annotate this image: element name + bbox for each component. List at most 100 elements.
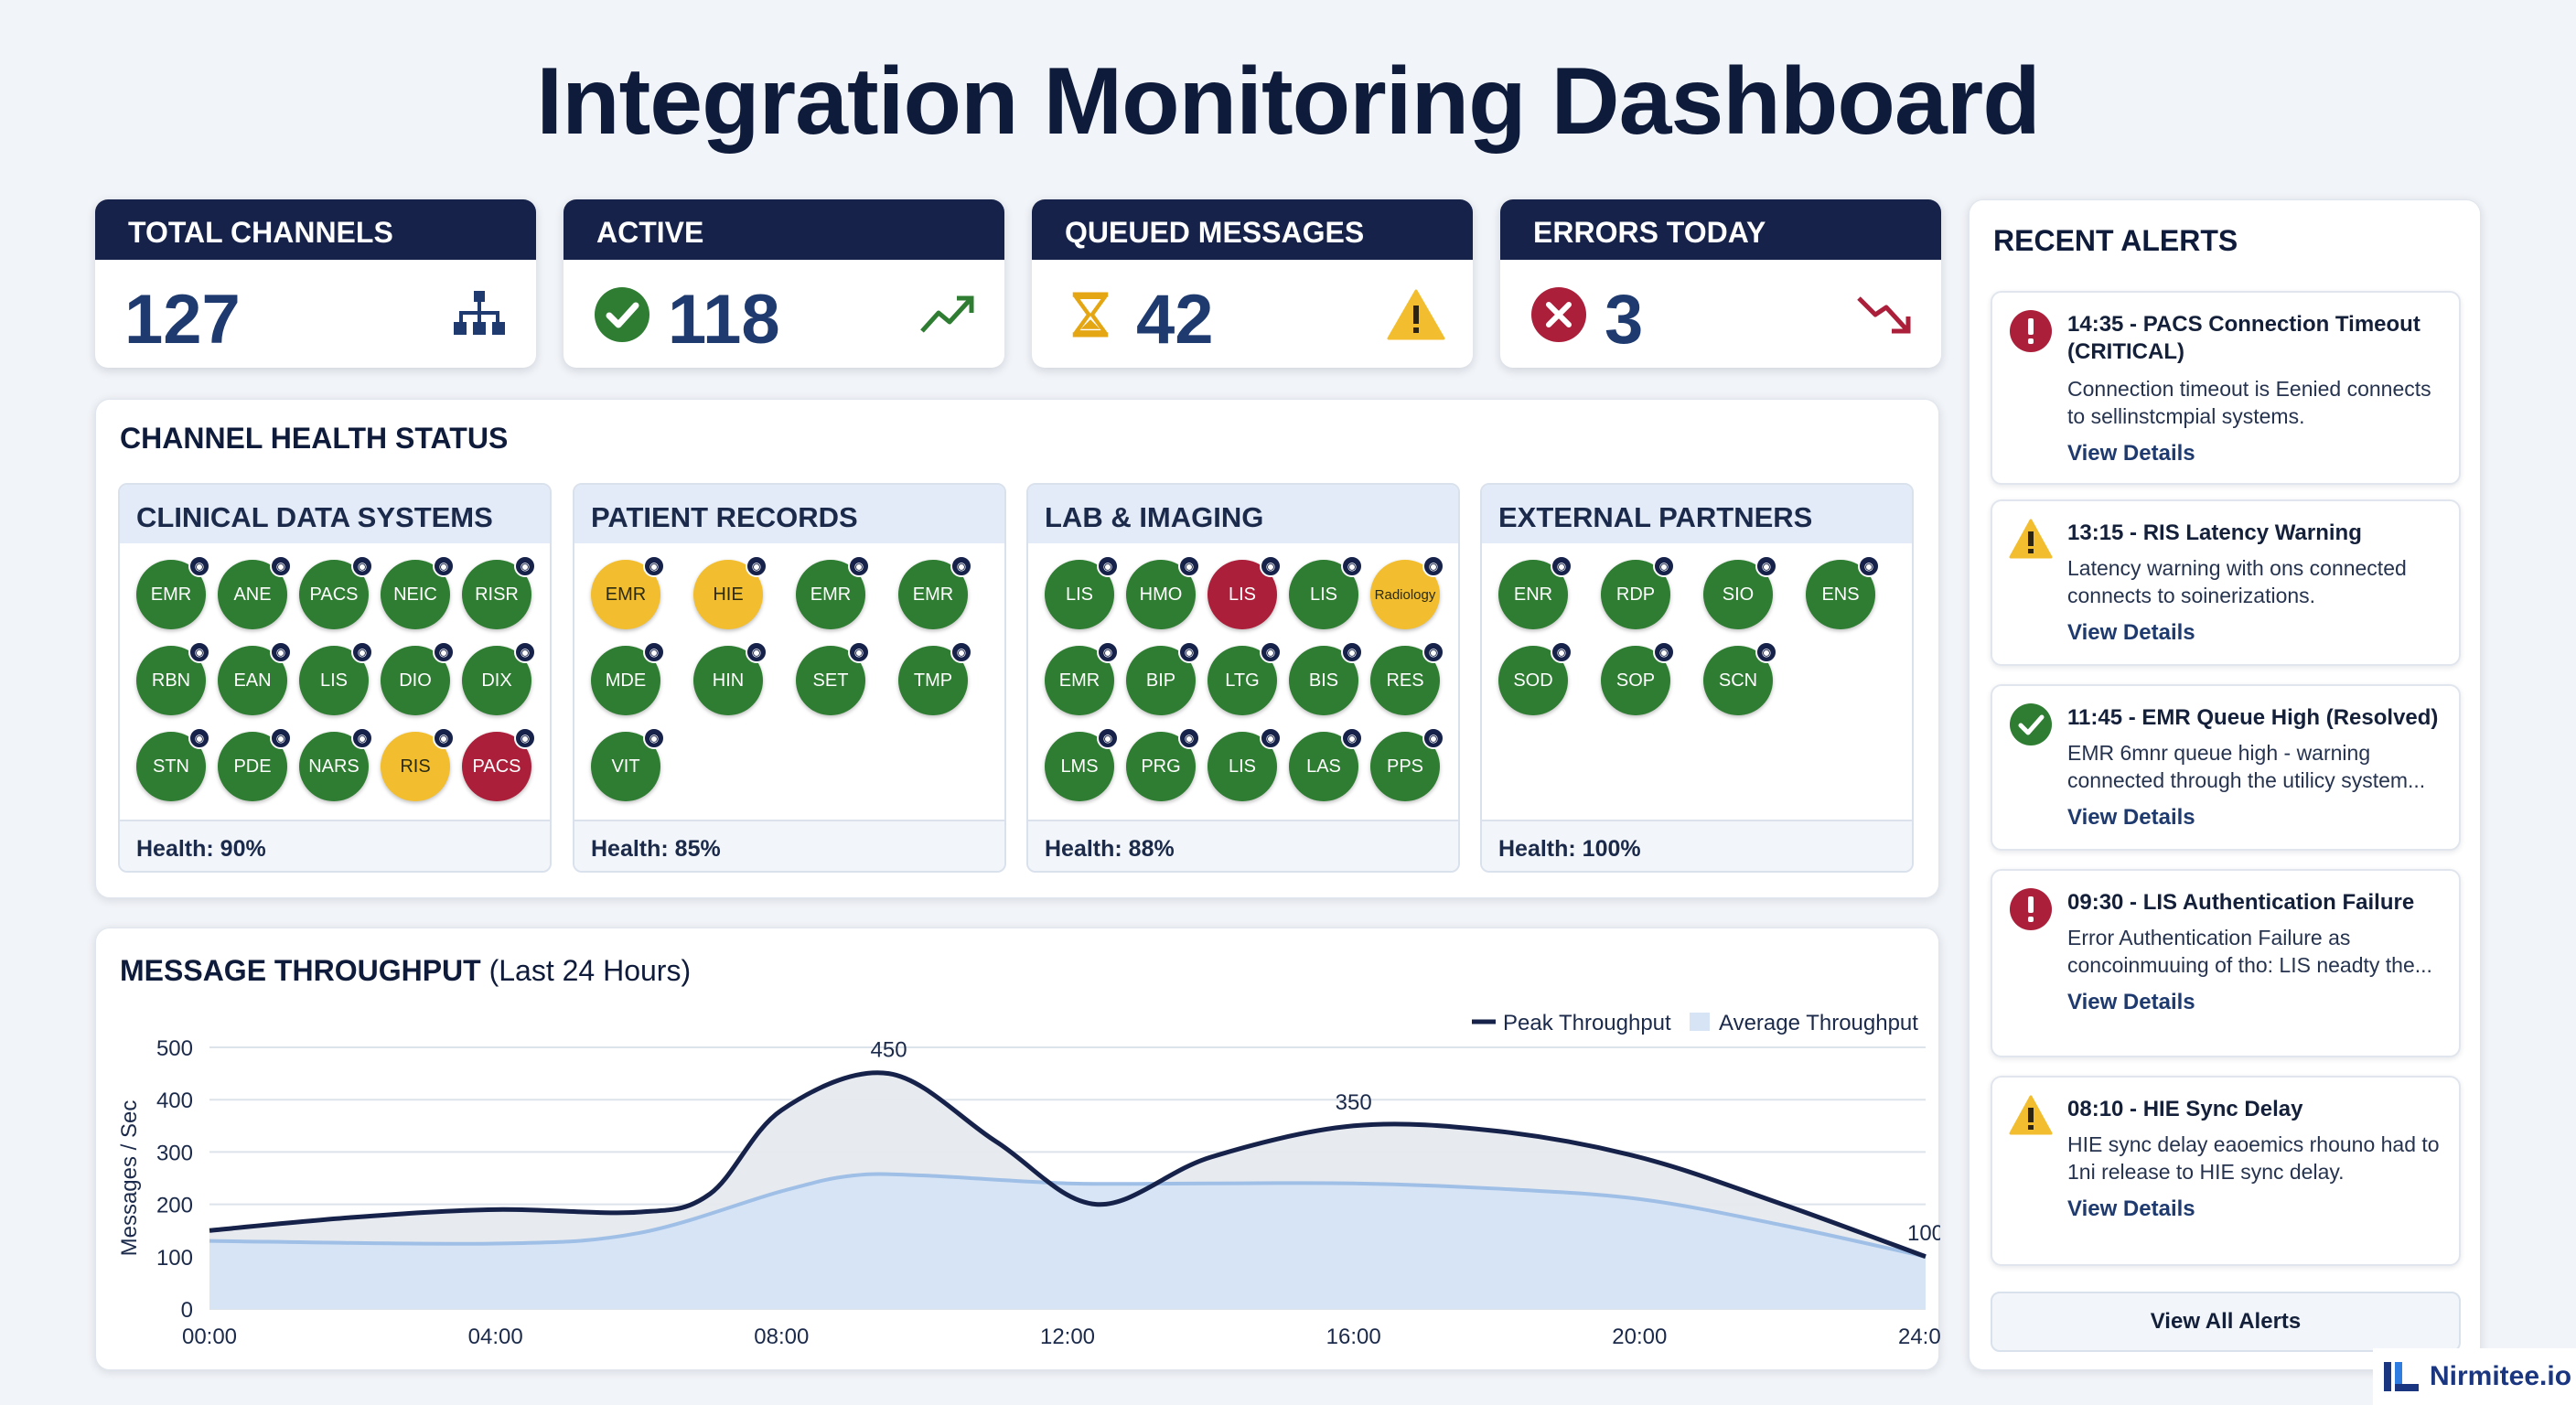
- health-group-lab-imaging[interactable]: LAB & IMAGING LIS ◉ HMO ◉ LIS ◉ LIS ◉ Radiology ◉…: [1026, 483, 1460, 873]
- brand-logo: Nirmitee.io: [2373, 1348, 2576, 1405]
- channel-node[interactable]: HMO ◉: [1126, 555, 1200, 629]
- channel-node[interactable]: STN ◉: [136, 727, 210, 801]
- channel-node[interactable]: RDP ◉: [1601, 555, 1675, 629]
- channel-node[interactable]: ANE ◉: [218, 555, 292, 629]
- channel-node[interactable]: Radiology ◉: [1370, 555, 1444, 629]
- channel-node[interactable]: SET ◉: [796, 641, 870, 715]
- channel-node-label: ENS: [1821, 584, 1860, 605]
- kpi-value: 42: [1136, 281, 1214, 359]
- kpi-queued-messages[interactable]: QUEUED MESSAGES 42: [1032, 199, 1473, 368]
- channel-node-label: HMO: [1139, 584, 1183, 605]
- alert-text: EMR 6mnr queue high - warning connected …: [2067, 741, 2426, 792]
- channel-node[interactable]: SOP ◉: [1601, 641, 1675, 715]
- x-tick-label: 24:00: [1898, 1325, 1940, 1349]
- trend-up-icon: [920, 295, 974, 333]
- channel-node[interactable]: SIO ◉: [1703, 555, 1777, 629]
- view-details-link[interactable]: View Details: [2067, 441, 2195, 466]
- lock-icon: ◉: [1551, 555, 1572, 577]
- channel-node[interactable]: EMR ◉: [136, 555, 210, 629]
- alert-warning-icon: [2009, 519, 2053, 559]
- health-group-patient-records[interactable]: PATIENT RECORDS EMR ◉ HIE ◉ EMR ◉ EMR ◉ MDE ◉ HIN ◉…: [573, 483, 1006, 873]
- channel-node[interactable]: HIN ◉: [693, 641, 767, 715]
- channel-node-label: SOD: [1513, 670, 1553, 691]
- channel-node[interactable]: LIS ◉: [299, 641, 373, 715]
- channel-node[interactable]: SCN ◉: [1703, 641, 1777, 715]
- alert-card[interactable]: 08:10 - HIE Sync Delay HIE sync delay eao…: [1991, 1076, 2461, 1266]
- channel-node[interactable]: SOD ◉: [1498, 641, 1572, 715]
- channel-node[interactable]: EMR ◉: [796, 555, 870, 629]
- lock-icon: ◉: [1260, 555, 1282, 577]
- check-circle-icon: [595, 287, 649, 342]
- channel-node[interactable]: TMP ◉: [898, 641, 972, 715]
- channel-node[interactable]: BIS ◉: [1289, 641, 1363, 715]
- y-tick-label: 400: [156, 1089, 193, 1113]
- channel-node[interactable]: PACS ◉: [299, 555, 373, 629]
- channel-node[interactable]: LIS ◉: [1289, 555, 1363, 629]
- channel-node[interactable]: PPS ◉: [1370, 727, 1444, 801]
- alert-card[interactable]: 09:30 - LIS Authentication Failure Error …: [1991, 869, 2461, 1057]
- channel-node[interactable]: LIS ◉: [1208, 727, 1282, 801]
- channel-node[interactable]: DIO ◉: [381, 641, 455, 715]
- lock-icon: ◉: [351, 641, 373, 663]
- channel-node-label: NEIC: [393, 584, 437, 605]
- alert-title: 14:35 - PACS Connection Timeout (CRITICA…: [2067, 312, 2420, 364]
- lock-icon: ◉: [950, 555, 972, 577]
- channel-node[interactable]: BIP ◉: [1126, 641, 1200, 715]
- kpi-errors-today[interactable]: ERRORS TODAY 3: [1500, 199, 1941, 368]
- view-details-link[interactable]: View Details: [2067, 805, 2195, 830]
- alert-title: 09:30 - LIS Authentication Failure: [2067, 890, 2415, 915]
- view-details-link[interactable]: View Details: [2067, 990, 2195, 1014]
- view-all-alerts-button[interactable]: View All Alerts: [1991, 1292, 2461, 1352]
- kpi-active[interactable]: ACTIVE 118: [564, 199, 1004, 368]
- channel-node-label: PPS: [1386, 756, 1424, 777]
- channel-node-label: ANE: [233, 584, 272, 605]
- data-label: 350: [1336, 1090, 1372, 1115]
- alert-card[interactable]: 14:35 - PACS Connection Timeout (CRITICA…: [1991, 291, 2461, 485]
- channel-node[interactable]: RES ◉: [1370, 641, 1444, 715]
- lock-icon: ◉: [1422, 555, 1444, 577]
- channel-node[interactable]: DIX ◉: [462, 641, 536, 715]
- alert-card[interactable]: 13:15 - RIS Latency Warning Latency warni…: [1991, 499, 2461, 666]
- x-tick-label: 12:00: [1040, 1325, 1095, 1349]
- peak-line: [209, 1070, 1927, 1260]
- channel-node[interactable]: LTG ◉: [1208, 641, 1282, 715]
- channel-node[interactable]: LIS ◉: [1045, 555, 1119, 629]
- channel-node[interactable]: RBN ◉: [136, 641, 210, 715]
- health-group-external-partners[interactable]: EXTERNAL PARTNERS ENR ◉ RDP ◉ SIO ◉ ENS ◉ SOD ◉ SO…: [1480, 483, 1914, 873]
- lock-icon: ◉: [1097, 555, 1119, 577]
- channel-node[interactable]: EMR ◉: [591, 555, 665, 629]
- brand-name: Nirmitee.io: [2430, 1361, 2572, 1391]
- view-details-link[interactable]: View Details: [2067, 1196, 2195, 1221]
- channel-node[interactable]: EAN ◉: [218, 641, 292, 715]
- legend-peak-label: Peak Throughput: [1503, 1011, 1671, 1035]
- lock-icon: ◉: [514, 555, 536, 577]
- channel-node-label: PACS: [472, 756, 521, 777]
- channel-node[interactable]: ENR ◉: [1498, 555, 1572, 629]
- channel-node[interactable]: EMR ◉: [1045, 641, 1119, 715]
- channel-node[interactable]: PRG ◉: [1126, 727, 1200, 801]
- channel-node[interactable]: MDE ◉: [591, 641, 665, 715]
- channel-node[interactable]: EMR ◉: [898, 555, 972, 629]
- channel-node[interactable]: PDE ◉: [218, 727, 292, 801]
- y-axis-label: Messages / Sec: [117, 1100, 142, 1257]
- x-tick-label: 04:00: [468, 1325, 523, 1349]
- channel-node[interactable]: RISR ◉: [462, 555, 536, 629]
- kpi-value: 127: [124, 281, 241, 359]
- lock-icon: ◉: [746, 555, 767, 577]
- group-title: EXTERNAL PARTNERS: [1482, 485, 1912, 543]
- alert-card[interactable]: 11:45 - EMR Queue High (Resolved) EMR 6mn…: [1991, 684, 2461, 851]
- view-details-link[interactable]: View Details: [2067, 620, 2195, 645]
- channel-node[interactable]: HIE ◉: [693, 555, 767, 629]
- kpi-total-channels[interactable]: TOTAL CHANNELS 127: [95, 199, 536, 368]
- channel-node[interactable]: NEIC ◉: [381, 555, 455, 629]
- health-group-clinical[interactable]: CLINICAL DATA SYSTEMS EMR ◉ ANE ◉ PACS ◉ NEIC ◉…: [118, 483, 552, 873]
- channel-node[interactable]: PACS ◉: [462, 727, 536, 801]
- channel-node[interactable]: ENS ◉: [1806, 555, 1880, 629]
- channel-node[interactable]: LMS ◉: [1045, 727, 1119, 801]
- channel-node[interactable]: RIS ◉: [381, 727, 455, 801]
- lock-icon: ◉: [514, 727, 536, 749]
- channel-node[interactable]: NARS ◉: [299, 727, 373, 801]
- channel-node[interactable]: LIS ◉: [1208, 555, 1282, 629]
- channel-node[interactable]: VIT ◉: [591, 727, 665, 801]
- channel-node[interactable]: LAS ◉: [1289, 727, 1363, 801]
